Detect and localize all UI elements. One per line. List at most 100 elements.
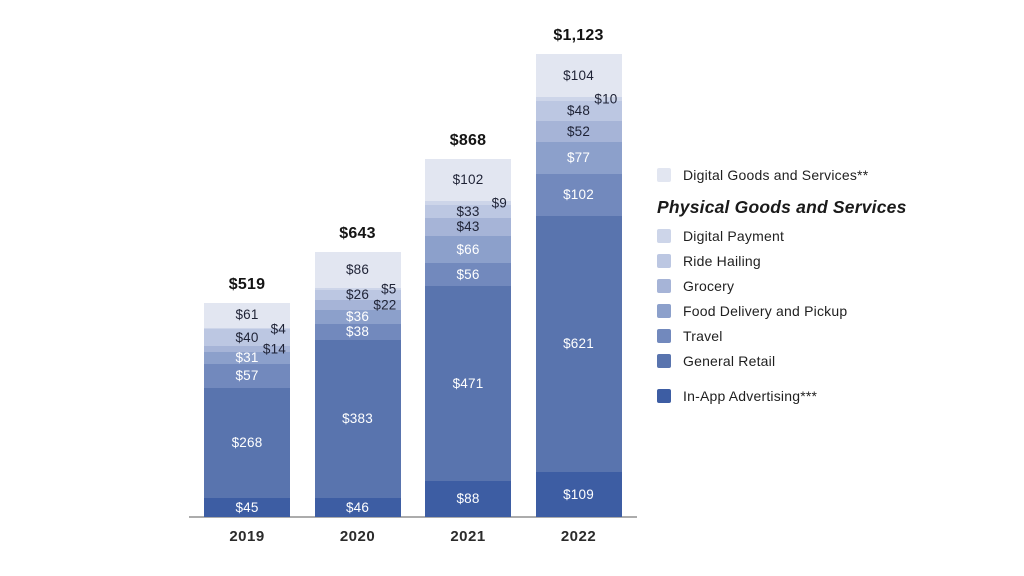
legend-item-label: Digital Payment [683, 227, 785, 244]
segment-food-delivery-and-pickup-2021: $66 [425, 236, 511, 264]
segment-value-label: $4 [270, 320, 286, 336]
bar-total-2021: $868 [449, 131, 487, 149]
segment-in-app-advertising-2021: $88 [425, 480, 511, 517]
bar-total-2022: $1,123 [553, 26, 604, 44]
segment-value-label: $38 [345, 324, 370, 340]
segment-food-delivery-and-pickup-2022: $77 [535, 142, 622, 174]
segment-in-app-advertising-2019: $45 [204, 498, 290, 517]
bar-2019: $45 $268 $57 $31 $14 $40 $4 $61 [204, 302, 290, 517]
legend-item-label: Food Delivery and Pickup [683, 302, 848, 319]
segment-value-label: $40 [235, 329, 259, 345]
segment-value-label: $471 [452, 375, 484, 391]
bar-total-2020: $643 [339, 225, 376, 243]
bar-2022: $109 $621 $102 $77 $52 $48 $10 $104 [535, 53, 622, 517]
segment-ride-hailing-2019: $40 [204, 329, 290, 346]
legend-item-digital-payment: Digital Payment [657, 227, 907, 244]
segment-food-delivery-and-pickup-2020: $36 [314, 309, 401, 325]
x-axis-label-2020: 2020 [339, 528, 376, 545]
segment-value-label: $104 [563, 67, 594, 83]
legend-swatch-ride-hailing [657, 253, 671, 268]
legend-item-label: Ride Hailing [683, 252, 761, 269]
legend-swatch-digital-goods-and-services [657, 167, 671, 182]
segment-value-label: $46 [345, 499, 370, 515]
x-axis-label-2022: 2022 [560, 528, 597, 545]
legend-item-digital-goods-and-services: Digital Goods and Services** [657, 166, 907, 183]
segment-value-label: $52 [566, 123, 591, 139]
segment-grocery-2020: $22 [314, 297, 401, 313]
segment-value-label: $56 [456, 267, 480, 283]
x-axis-line [189, 516, 637, 518]
bar-2021: $88 $471 $56 $66 $43 $33 $9 $102 [425, 158, 511, 517]
legend-item-travel: Travel [657, 327, 907, 344]
segment-value-label: $102 [563, 187, 594, 203]
segment-value-label: $77 [566, 150, 591, 166]
segment-value-label: $26 [345, 287, 370, 303]
segment-value-label: $5 [381, 280, 397, 296]
legend-item-ride-hailing: Ride Hailing [657, 252, 907, 269]
bar-total-2019: $519 [228, 275, 266, 293]
segment-value-label: $57 [235, 368, 259, 384]
segment-value-label: $61 [235, 307, 259, 323]
segment-food-delivery-and-pickup-2019: $31 [204, 350, 290, 366]
segment-value-label: $109 [563, 486, 594, 502]
legend-item-general-retail: General Retail [657, 352, 907, 369]
legend: Digital Goods and Services** Physical Goo… [657, 167, 907, 413]
segment-grocery-2019: $14 [204, 342, 290, 355]
segment-value-label: $268 [231, 435, 263, 451]
legend-swatch-travel [657, 328, 671, 343]
legend-item-label: Grocery [683, 277, 735, 294]
segment-value-label: $45 [235, 499, 259, 515]
segment-grocery-2022: $52 [535, 120, 622, 143]
segment-digital-goods-and-services-2022: $104 [535, 53, 622, 97]
segment-travel-2022: $102 [535, 173, 622, 216]
segment-general-retail-2022: $621 [535, 215, 622, 473]
segment-ride-hailing-2022: $48 [535, 100, 622, 121]
segment-value-label: $36 [345, 309, 370, 325]
segment-value-label: $9 [491, 195, 507, 211]
x-axis-label-2019: 2019 [229, 528, 265, 545]
legend-item-label: Travel [683, 327, 723, 344]
segment-general-retail-2021: $471 [425, 286, 511, 481]
legend-item-grocery: Grocery [657, 277, 907, 294]
segment-general-retail-2020: $383 [314, 340, 401, 499]
segment-value-label: $43 [456, 219, 480, 235]
segment-in-app-advertising-2022: $109 [535, 472, 622, 517]
segment-travel-2021: $56 [425, 263, 511, 287]
legend-swatch-grocery [657, 278, 671, 293]
segment-grocery-2021: $43 [425, 218, 511, 237]
segment-digital-goods-and-services-2020: $86 [314, 252, 401, 288]
legend-item-label: In-App Advertising*** [683, 387, 818, 404]
segment-value-label: $86 [345, 262, 370, 278]
legend-swatch-general-retail [657, 353, 671, 368]
legend-swatch-food-delivery-and-pickup [657, 303, 671, 318]
segment-value-label: $102 [452, 172, 484, 188]
segment-value-label: $383 [342, 411, 373, 427]
segment-in-app-advertising-2020: $46 [314, 498, 401, 517]
legend-item-in-app-advertising: In-App Advertising*** [657, 387, 907, 404]
segment-travel-2019: $57 [204, 364, 290, 388]
segment-value-label: $22 [373, 297, 397, 313]
segment-digital-goods-and-services-2021: $102 [425, 158, 511, 202]
segment-value-label: $10 [594, 91, 618, 107]
segment-travel-2020: $38 [314, 324, 401, 341]
segment-digital-payment-2020: $5 [314, 282, 401, 295]
segment-value-label: $33 [456, 203, 480, 219]
segment-digital-goods-and-services-2019: $61 [204, 302, 290, 328]
legend-swatch-in-app-advertising [657, 388, 671, 403]
segment-digital-payment-2021: $9 [425, 196, 511, 209]
bar-2020: $46 $383 $38 $36 $22 $26 $5 $86 [314, 252, 401, 517]
legend-swatch-digital-payment [657, 228, 671, 243]
segment-value-label: $88 [456, 491, 480, 507]
segment-ride-hailing-2021: $33 [425, 203, 511, 219]
segment-general-retail-2019: $268 [204, 387, 290, 499]
legend-section-header: Physical Goods and Services [657, 197, 907, 217]
segment-value-label: $621 [563, 336, 594, 352]
segment-value-label: $48 [566, 102, 591, 118]
segment-digital-payment-2019: $4 [204, 322, 290, 335]
legend-item-label: Digital Goods and Services** [683, 166, 869, 183]
segment-value-label: $31 [235, 350, 259, 366]
legend-item-label: General Retail [683, 352, 776, 369]
segment-digital-payment-2022: $10 [535, 92, 622, 105]
segment-ride-hailing-2020: $26 [314, 287, 401, 303]
